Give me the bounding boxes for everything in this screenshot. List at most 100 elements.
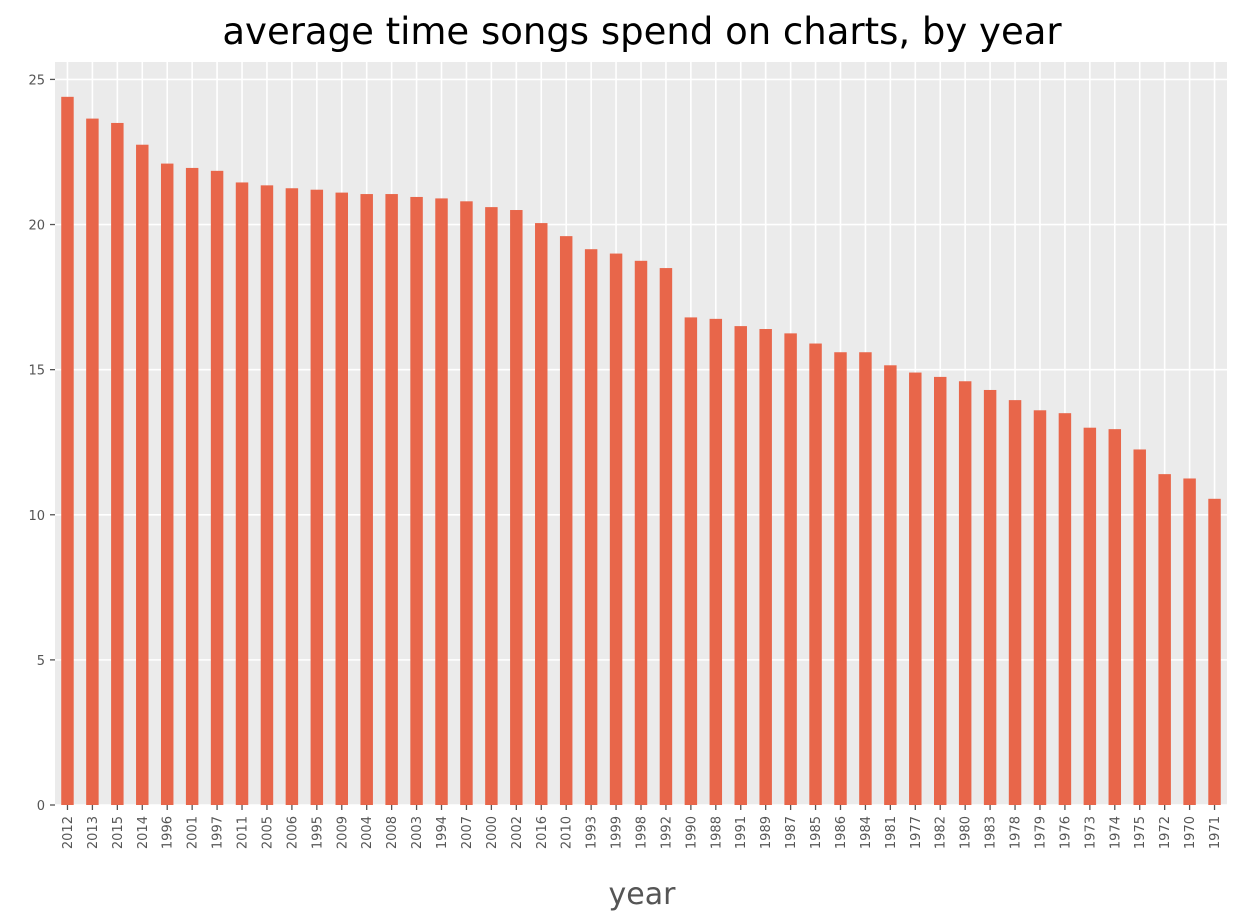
x-tick-label: 1991	[734, 816, 749, 849]
bar-1985	[809, 343, 822, 805]
bar-2012	[61, 96, 74, 805]
x-tick-label: 2001	[186, 816, 201, 849]
y-tick-label: 5	[37, 654, 45, 669]
bar-2000	[485, 207, 498, 805]
x-tick-label: 1992	[659, 816, 674, 849]
x-axis-label: year	[609, 877, 677, 912]
bar-1973	[1083, 427, 1097, 805]
bar-1983	[983, 389, 997, 805]
x-tick-label: 1985	[809, 816, 824, 849]
bar-1971	[1208, 498, 1221, 805]
x-tick-label: 1998	[635, 816, 650, 849]
bar-1998	[634, 260, 648, 805]
x-tick-label: 2005	[260, 816, 275, 849]
x-tick-label: 2008	[385, 816, 400, 849]
x-tick-label: 2000	[485, 816, 500, 849]
x-tick-label: 1977	[909, 816, 924, 849]
chart-title: average time songs spend on charts, by y…	[222, 10, 1062, 53]
bar-2015	[111, 122, 124, 805]
bar-1988	[709, 318, 723, 805]
x-tick-label: 1996	[161, 816, 176, 849]
bar-2007	[460, 201, 473, 805]
bar-1970	[1183, 478, 1196, 805]
bar-2005	[260, 185, 274, 805]
bar-2011	[235, 182, 249, 805]
bar-2010	[559, 236, 573, 805]
bar-1977	[909, 372, 922, 805]
bar-2003	[410, 196, 423, 805]
bar-1974	[1108, 429, 1122, 805]
bar-1994	[435, 198, 448, 805]
x-tick-label: 2015	[111, 816, 126, 849]
bar-1978	[1008, 400, 1022, 805]
x-tick-label: 1981	[884, 816, 899, 849]
x-tick-label: 2004	[360, 816, 375, 849]
x-tick-label: 2010	[560, 816, 575, 849]
bar-2013	[86, 118, 99, 805]
bar-2008	[385, 194, 398, 805]
x-tick-label: 2003	[410, 816, 425, 849]
bar-1975	[1133, 449, 1146, 805]
bar-1989	[759, 329, 772, 805]
x-tick-label: 1975	[1133, 816, 1148, 849]
x-tick-label: 2012	[61, 816, 76, 849]
x-tick-label: 1999	[610, 816, 625, 849]
x-tick-label: 2013	[86, 816, 101, 849]
y-tick-label: 0	[37, 799, 45, 814]
x-tick-label: 1971	[1208, 816, 1223, 849]
y-axis: 0 5 10 15 20 25	[28, 73, 55, 814]
x-tick-label: 1989	[759, 816, 774, 849]
x-tick-label: 1972	[1158, 816, 1173, 849]
x-axis: 2012 2013 2015 2014 1996 2001 1997 2011 2005 2006…	[61, 805, 1223, 849]
bar-1987	[784, 333, 797, 805]
x-tick-label: 2011	[236, 816, 251, 849]
x-tick-label: 1982	[934, 816, 949, 849]
bar-2004	[360, 194, 373, 805]
bar-2009	[335, 192, 348, 805]
x-tick-label: 2014	[136, 816, 151, 849]
bar-1996	[160, 163, 174, 805]
x-tick-label: 2002	[510, 816, 525, 849]
bar-1992	[659, 268, 673, 805]
x-tick-label: 1976	[1058, 816, 1073, 849]
x-tick-label: 1990	[684, 816, 699, 849]
x-tick-label: 1979	[1033, 816, 1048, 849]
bar-1984	[859, 352, 872, 805]
bar-1993	[584, 249, 598, 805]
y-tick-label: 20	[28, 219, 45, 234]
bar-2006	[285, 188, 299, 805]
bar-1995	[310, 189, 324, 805]
x-tick-label: 1983	[984, 816, 999, 849]
y-tick-label: 15	[28, 364, 45, 379]
bar-2014	[136, 144, 149, 805]
bar-2016	[535, 223, 548, 805]
x-tick-label: 1995	[310, 816, 325, 849]
x-tick-label: 1974	[1108, 816, 1123, 849]
bar-1980	[958, 381, 972, 805]
x-tick-label: 1970	[1183, 816, 1198, 849]
x-tick-label: 2007	[460, 816, 475, 849]
bar-1981	[884, 365, 897, 805]
x-tick-label: 1987	[784, 816, 799, 849]
bar-1982	[934, 376, 947, 805]
x-tick-label: 1978	[1009, 816, 1024, 849]
x-tick-label: 1993	[585, 816, 600, 849]
x-tick-label: 1973	[1083, 816, 1098, 849]
bar-1997	[210, 170, 224, 805]
x-tick-label: 1997	[211, 816, 226, 849]
x-tick-label: 1988	[709, 816, 724, 849]
bar-1986	[834, 352, 847, 805]
x-tick-label: 1986	[834, 816, 849, 849]
bar-1990	[684, 317, 698, 805]
bar-1976	[1058, 413, 1072, 805]
bar-2002	[510, 210, 523, 805]
y-tick-label: 10	[28, 509, 45, 524]
x-tick-label: 2009	[335, 816, 350, 849]
bars	[61, 96, 1221, 805]
x-tick-label: 2006	[285, 816, 300, 849]
bar-2001	[185, 167, 199, 805]
bar-1979	[1033, 410, 1047, 805]
x-tick-label: 1994	[435, 816, 450, 849]
